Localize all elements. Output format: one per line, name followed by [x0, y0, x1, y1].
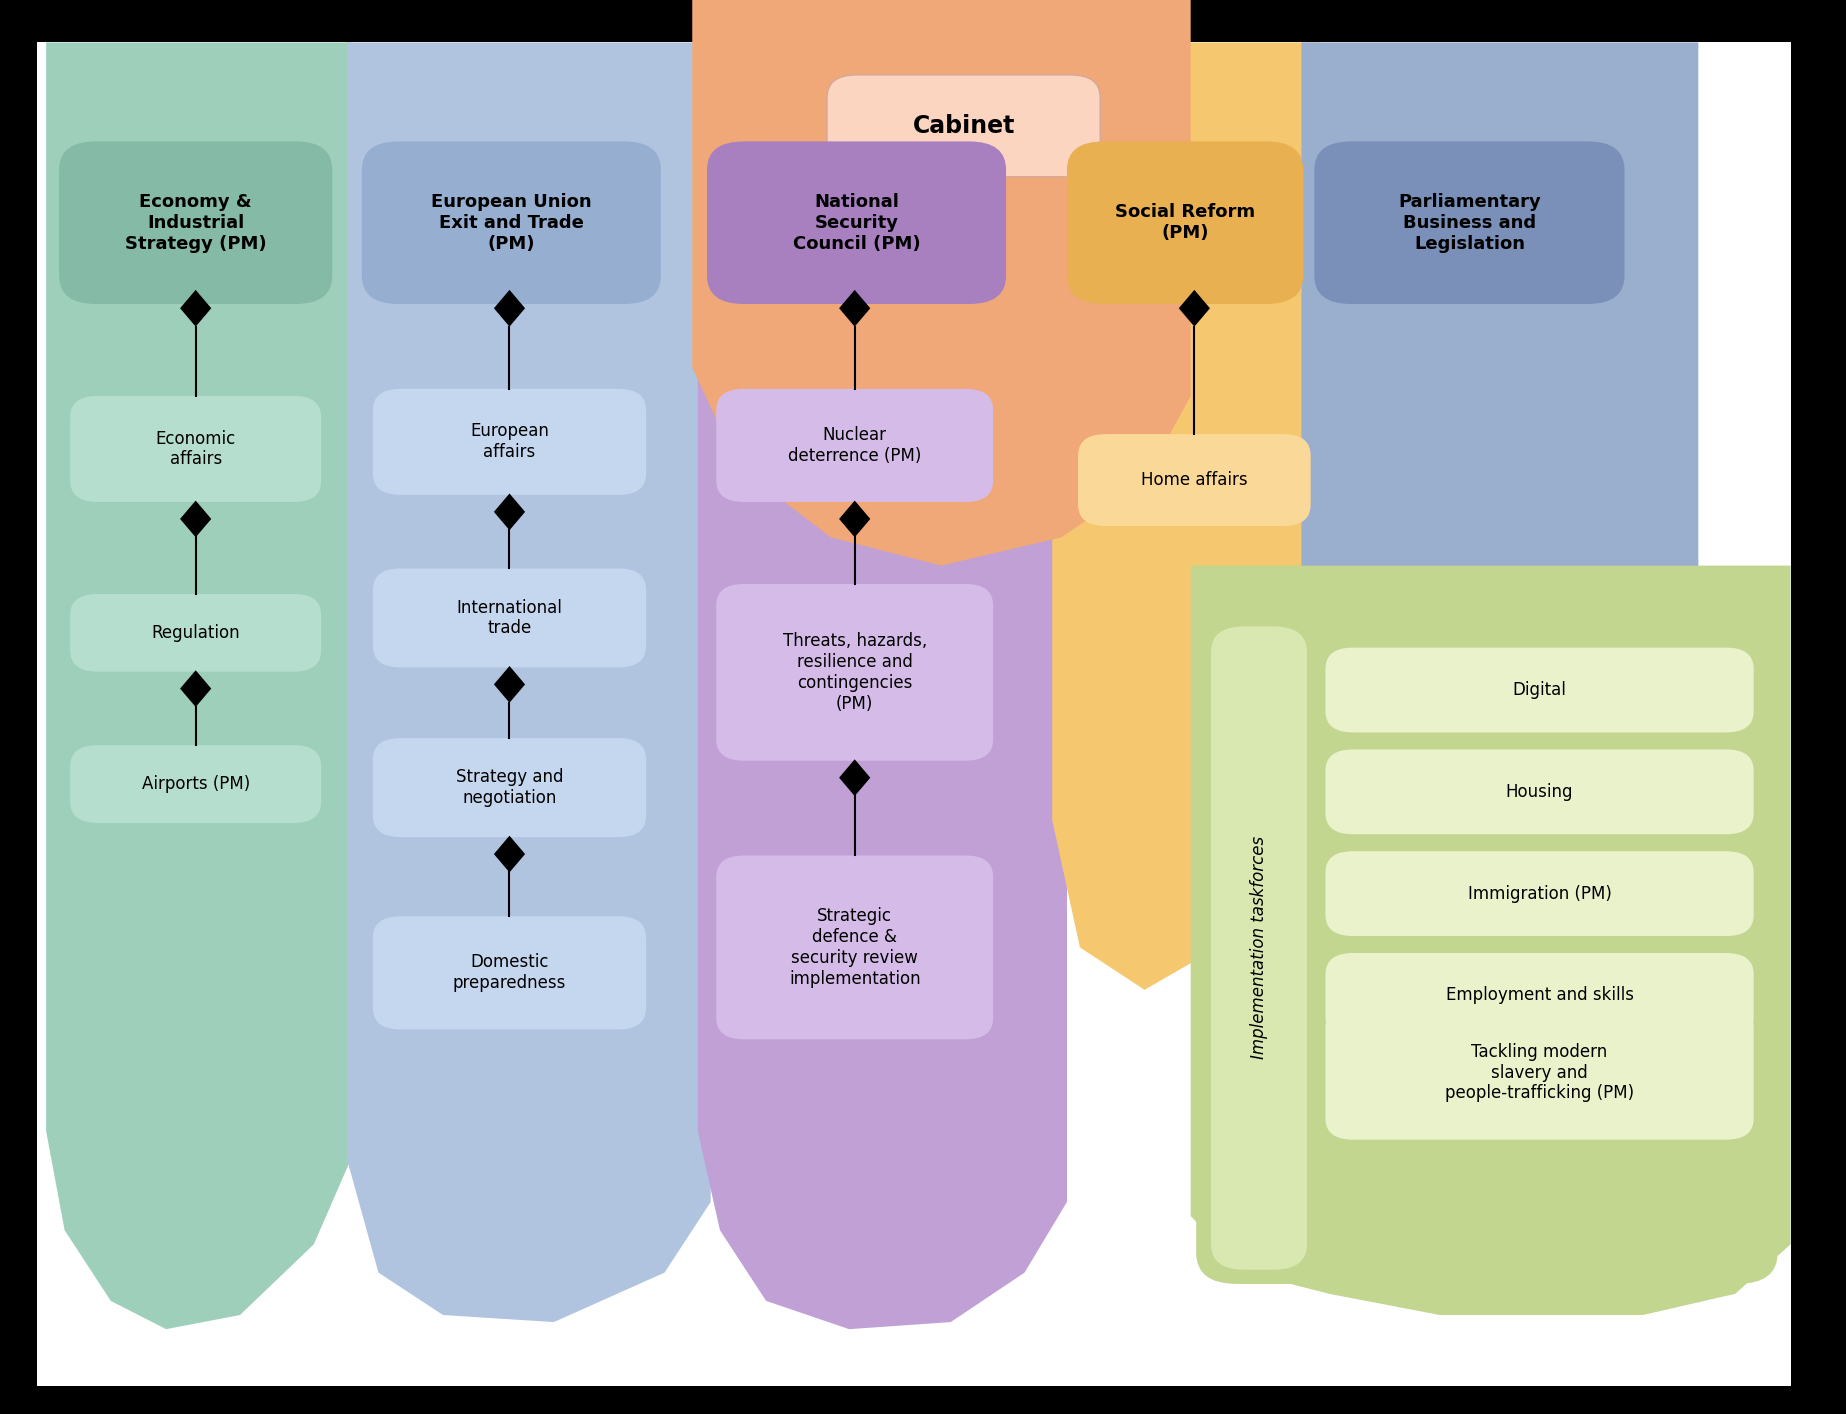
Text: Cabinet: Cabinet: [912, 115, 1015, 137]
Polygon shape: [495, 836, 524, 872]
Polygon shape: [1180, 290, 1209, 327]
Polygon shape: [495, 666, 524, 703]
Text: Domestic
preparedness: Domestic preparedness: [452, 953, 567, 993]
Polygon shape: [840, 501, 869, 537]
FancyBboxPatch shape: [827, 75, 1100, 177]
FancyBboxPatch shape: [373, 568, 646, 667]
FancyBboxPatch shape: [59, 141, 332, 304]
Polygon shape: [692, 0, 1191, 566]
Text: Economy &
Industrial
Strategy (PM): Economy & Industrial Strategy (PM): [126, 192, 266, 253]
FancyBboxPatch shape: [1325, 851, 1754, 936]
Text: European
affairs: European affairs: [471, 423, 548, 461]
Polygon shape: [181, 501, 210, 537]
Text: International
trade: International trade: [456, 598, 563, 638]
Polygon shape: [347, 42, 711, 1322]
Text: Implementation taskforces: Implementation taskforces: [1250, 836, 1268, 1059]
Polygon shape: [1301, 42, 1698, 1145]
Text: Housing: Housing: [1506, 783, 1573, 800]
Text: Home affairs: Home affairs: [1141, 471, 1248, 489]
FancyBboxPatch shape: [1325, 1005, 1754, 1140]
Polygon shape: [840, 759, 869, 796]
FancyBboxPatch shape: [373, 916, 646, 1029]
FancyBboxPatch shape: [716, 855, 993, 1039]
Polygon shape: [495, 290, 524, 327]
Text: Strategy and
negotiation: Strategy and negotiation: [456, 768, 563, 807]
Polygon shape: [37, 42, 1791, 1386]
Polygon shape: [840, 290, 869, 327]
FancyBboxPatch shape: [70, 396, 321, 502]
Text: Economic
affairs: Economic affairs: [155, 430, 236, 468]
Text: Digital: Digital: [1512, 682, 1567, 699]
FancyBboxPatch shape: [362, 141, 661, 304]
Text: Threats, hazards,
resilience and
contingencies
(PM): Threats, hazards, resilience and conting…: [783, 632, 927, 713]
FancyBboxPatch shape: [716, 584, 993, 761]
FancyBboxPatch shape: [70, 594, 321, 672]
Polygon shape: [698, 42, 1067, 1329]
FancyBboxPatch shape: [716, 389, 993, 502]
FancyBboxPatch shape: [1067, 141, 1303, 304]
Text: Immigration (PM): Immigration (PM): [1468, 885, 1612, 902]
FancyBboxPatch shape: [707, 141, 1006, 304]
FancyBboxPatch shape: [70, 745, 321, 823]
Polygon shape: [1052, 42, 1320, 990]
Polygon shape: [46, 42, 351, 1329]
Text: European Union
Exit and Trade
(PM): European Union Exit and Trade (PM): [430, 192, 593, 253]
FancyBboxPatch shape: [1211, 626, 1307, 1270]
Text: Nuclear
deterrence (PM): Nuclear deterrence (PM): [788, 426, 921, 465]
Polygon shape: [1191, 566, 1791, 1315]
Text: Employment and skills: Employment and skills: [1445, 987, 1634, 1004]
Text: Parliamentary
Business and
Legislation: Parliamentary Business and Legislation: [1397, 192, 1541, 253]
Text: Tackling modern
slavery and
people-trafficking (PM): Tackling modern slavery and people-traff…: [1445, 1042, 1634, 1103]
Polygon shape: [181, 670, 210, 707]
FancyBboxPatch shape: [1314, 141, 1624, 304]
Text: Strategic
defence &
security review
implementation: Strategic defence & security review impl…: [788, 908, 921, 987]
Text: Social Reform
(PM): Social Reform (PM): [1115, 204, 1255, 242]
FancyBboxPatch shape: [1196, 594, 1778, 1284]
Polygon shape: [181, 290, 210, 327]
FancyBboxPatch shape: [1078, 434, 1311, 526]
Text: Regulation: Regulation: [151, 624, 240, 642]
FancyBboxPatch shape: [373, 738, 646, 837]
Text: National
Security
Council (PM): National Security Council (PM): [792, 192, 921, 253]
Text: Airports (PM): Airports (PM): [142, 775, 249, 793]
FancyBboxPatch shape: [373, 389, 646, 495]
Polygon shape: [495, 493, 524, 530]
FancyBboxPatch shape: [1325, 648, 1754, 732]
FancyBboxPatch shape: [1325, 953, 1754, 1038]
FancyBboxPatch shape: [1325, 749, 1754, 834]
